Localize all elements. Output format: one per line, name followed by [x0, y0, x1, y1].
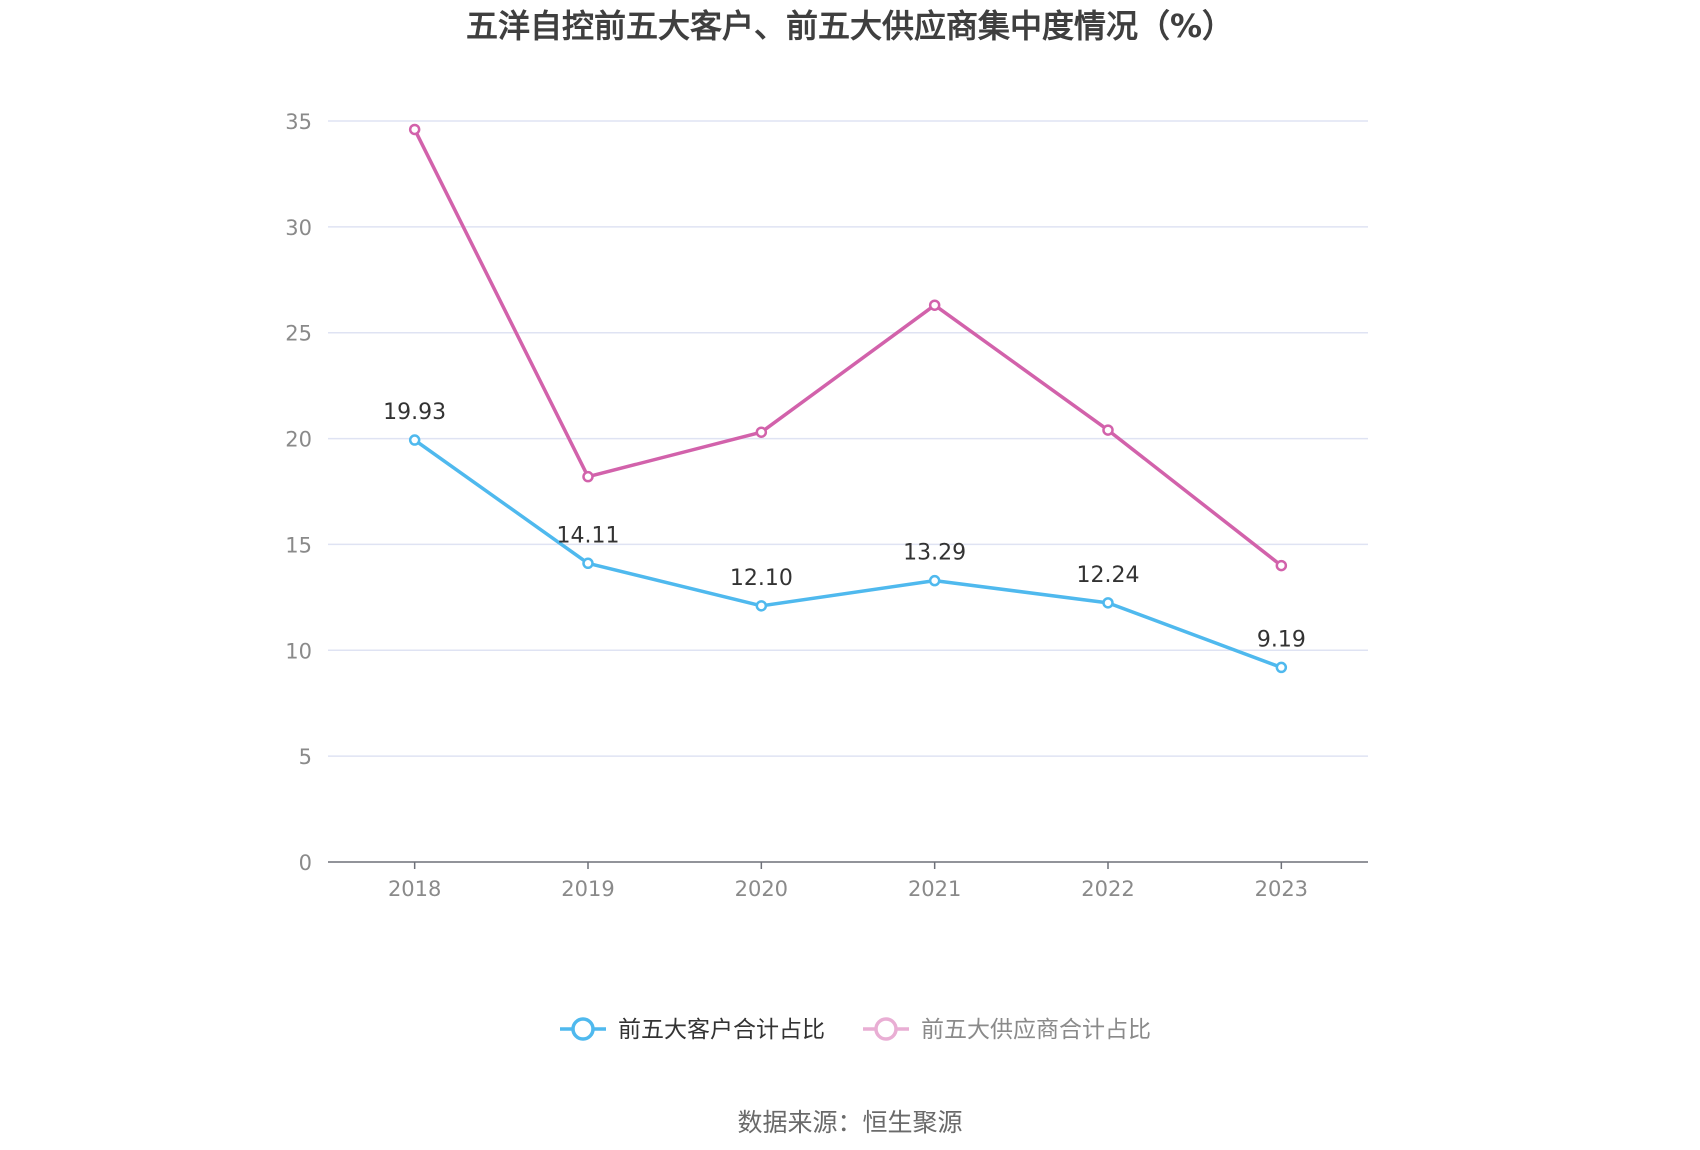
data-labels: 19.93 14.11 12.10 13.29 12.24 9.19 — [383, 400, 1306, 652]
y-tick-label: 5 — [299, 745, 312, 769]
legend-item: 前五大客户合计占比 — [560, 1017, 825, 1043]
legend-label: 前五大客户合计占比 — [618, 1017, 825, 1043]
data-point — [1102, 597, 1114, 609]
legend-item: 前五大供应商合计占比 — [863, 1017, 1151, 1043]
data-point — [582, 557, 594, 570]
data-point — [928, 299, 941, 311]
data-point — [582, 470, 594, 483]
x-tick-label: 2021 — [908, 877, 961, 901]
x-tick-label: 2020 — [735, 877, 788, 901]
data-point — [755, 600, 768, 612]
y-tick-label: 15 — [285, 533, 312, 557]
x-tick-label: 2022 — [1081, 877, 1134, 901]
x-tick-label: 2019 — [561, 877, 614, 901]
data-point — [1102, 424, 1114, 436]
y-tick-label: 30 — [285, 216, 312, 240]
x-tick-label: 2018 — [388, 877, 441, 901]
source-note: 数据来源：恒生聚源 — [737, 1108, 963, 1137]
data-label: 12.24 — [1077, 563, 1140, 588]
chart-title: 五洋自控前五大客户、前五大供应商集中度情况（%） — [465, 7, 1235, 45]
y-tick-label: 25 — [285, 322, 312, 346]
data-label: 13.29 — [903, 541, 966, 566]
data-label: 14.11 — [557, 523, 620, 548]
data-label: 9.19 — [1257, 627, 1306, 652]
legend-swatch-marker — [874, 1017, 898, 1041]
legend: 前五大客户合计占比 前五大供应商合计占比 — [560, 1017, 1151, 1043]
series-line — [413, 128, 1283, 567]
data-label: 19.93 — [383, 400, 446, 425]
legend-label: 前五大供应商合计占比 — [921, 1017, 1151, 1043]
data-point — [408, 434, 421, 446]
y-tick-label: 20 — [285, 428, 312, 452]
legend-swatch-marker — [571, 1017, 595, 1041]
grid-lines — [328, 120, 1368, 757]
data-point — [408, 123, 421, 136]
series-line — [413, 438, 1282, 670]
data-label: 12.10 — [730, 566, 793, 591]
axes: 0 5 10 15 20 25 30 35 2018 2019 2020 2021 2022 2023 — [285, 110, 1368, 901]
data-point — [1275, 661, 1288, 674]
y-tick-label: 10 — [285, 639, 312, 663]
data-point — [1275, 559, 1288, 572]
data-point — [928, 574, 941, 587]
y-tick-label: 0 — [299, 851, 312, 875]
series-lines — [408, 123, 1288, 674]
y-tick-label: 35 — [285, 110, 312, 134]
data-point — [755, 426, 768, 438]
x-tick-label: 2023 — [1255, 877, 1308, 901]
